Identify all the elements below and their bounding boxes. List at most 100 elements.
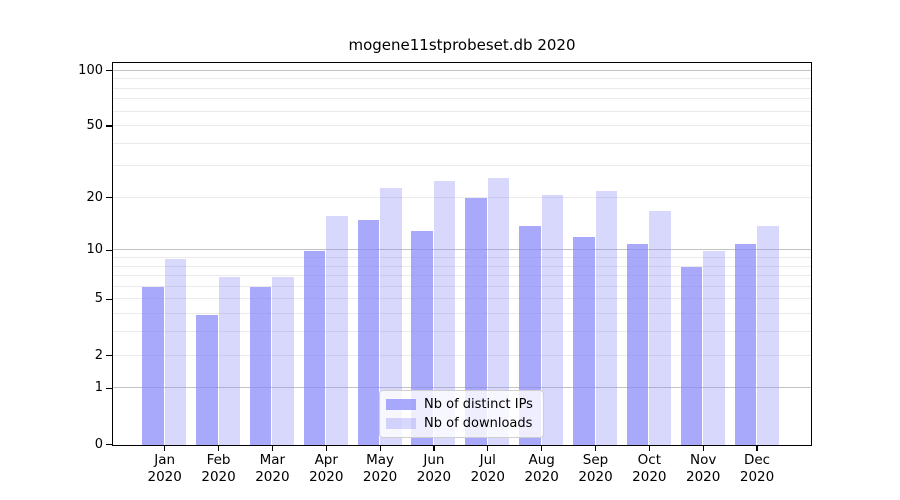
x-tick-month: Oct (637, 452, 662, 468)
x-tick-label: Aug 2020 (510, 452, 574, 486)
x-tick-year: 2020 (524, 469, 559, 485)
bar-downloads-feb (218, 276, 241, 445)
bar-ips-mar (249, 287, 272, 445)
x-tick-year: 2020 (201, 469, 236, 485)
y-minor-gridline (113, 110, 811, 112)
x-tick-month: Sep (582, 452, 609, 468)
x-tick-year: 2020 (362, 469, 398, 485)
bar-downloads-mar (272, 276, 294, 445)
x-tick-label: Dec 2020 (725, 452, 789, 486)
y-tick-mark (106, 298, 112, 300)
bar-ips-feb (196, 314, 218, 445)
bar-ips-oct (626, 243, 649, 445)
y-major-gridline (113, 69, 811, 71)
y-minor-gridline (113, 142, 811, 144)
x-tick-year: 2020 (416, 469, 452, 485)
x-tick-label: Jan 2020 (133, 452, 197, 486)
y-minor-gridline (113, 78, 811, 80)
x-tick-month: May (366, 452, 395, 468)
y-minor-gridline (113, 256, 811, 258)
y-tick-mark (106, 443, 112, 446)
x-tick-mark (164, 446, 166, 451)
y-minor-gridline (113, 354, 811, 356)
legend-swatch-downloads-icon (386, 418, 416, 429)
x-tick-mark (217, 446, 220, 451)
legend-item-downloads: Nb of downloads (386, 416, 533, 431)
bar-downloads-sep (595, 191, 617, 445)
x-tick-label: May 2020 (348, 452, 412, 486)
y-tick-mark (106, 387, 112, 389)
bar-ips-apr (303, 250, 326, 445)
bar-ips-dec (734, 243, 757, 445)
x-tick-mark (648, 446, 650, 451)
bar-downloads-jul (487, 178, 510, 445)
x-tick-year: 2020 (578, 469, 613, 485)
bar-downloads-apr (326, 215, 348, 445)
y-tick-mark (106, 354, 112, 357)
x-tick-label: Feb 2020 (187, 452, 251, 486)
legend-label-distinct-ips: Nb of distinct IPs (424, 397, 533, 412)
bar-ips-may (357, 220, 380, 445)
y-tick-label: 5 (94, 291, 103, 307)
x-tick-year: 2020 (739, 469, 775, 485)
y-minor-gridline (113, 87, 811, 89)
x-tick-label: Mar 2020 (240, 452, 304, 486)
x-tick-month: Aug (528, 452, 555, 468)
legend-label-downloads: Nb of downloads (424, 416, 533, 431)
legend: Nb of distinct IPs Nb of downloads (379, 390, 544, 438)
y-minor-gridline (113, 196, 811, 198)
y-tick-label: 0 (94, 436, 103, 452)
bar-downloads-jan (164, 258, 187, 445)
chart-title: mogene11stprobeset.db 2020 (348, 36, 576, 54)
y-minor-gridline (113, 98, 811, 100)
y-minor-gridline (113, 265, 811, 267)
legend-item-distinct-ips: Nb of distinct IPs (386, 397, 533, 412)
y-tick-label: 2 (94, 347, 103, 363)
y-tick-label: 50 (86, 118, 103, 134)
y-tick-label: 100 (78, 62, 103, 78)
y-tick-mark (106, 249, 112, 251)
x-tick-mark (541, 446, 543, 451)
bar-downloads-oct (649, 210, 671, 445)
x-tick-year: 2020 (255, 469, 290, 485)
x-tick-month: Jul (479, 452, 496, 468)
x-tick-mark (487, 446, 489, 451)
bar-ips-nov (680, 267, 703, 445)
x-tick-year: 2020 (632, 469, 667, 485)
bar-downloads-jun (433, 181, 456, 445)
x-tick-mark (702, 446, 704, 451)
x-tick-month: Nov (690, 452, 717, 468)
bar-ips-jan (142, 287, 164, 445)
bar-downloads-may (380, 187, 402, 445)
x-tick-month: Apr (314, 452, 338, 468)
y-minor-gridline (113, 313, 811, 315)
x-tick-mark (756, 446, 758, 451)
x-tick-month: Mar (259, 452, 286, 468)
bar-ips-jul (465, 198, 487, 445)
bar-ips-sep (573, 237, 595, 445)
y-tick-label: 20 (86, 189, 103, 205)
y-tick-label: 1 (94, 380, 103, 396)
x-tick-label: Nov 2020 (671, 452, 735, 486)
x-tick-label: Jul 2020 (456, 452, 520, 486)
y-minor-gridline (113, 125, 811, 127)
plot-area (112, 62, 812, 446)
bar-downloads-dec (757, 225, 779, 445)
legend-swatch-distinct-ips-icon (386, 399, 416, 410)
bar-downloads-aug (541, 194, 564, 445)
x-tick-label: Apr 2020 (294, 452, 358, 486)
x-tick-month: Feb (206, 452, 231, 468)
y-minor-gridline (113, 298, 811, 300)
x-tick-mark (379, 446, 381, 451)
y-major-gridline (113, 387, 811, 389)
y-minor-gridline (113, 275, 811, 277)
bar-downloads-nov (703, 250, 725, 445)
x-tick-label: Jun 2020 (402, 452, 466, 486)
x-tick-month: Jan (154, 452, 176, 468)
y-tick-mark (106, 197, 112, 199)
y-minor-gridline (113, 285, 811, 287)
x-tick-mark (433, 446, 435, 451)
x-tick-year: 2020 (470, 469, 505, 485)
x-tick-month: Jun (423, 452, 445, 468)
